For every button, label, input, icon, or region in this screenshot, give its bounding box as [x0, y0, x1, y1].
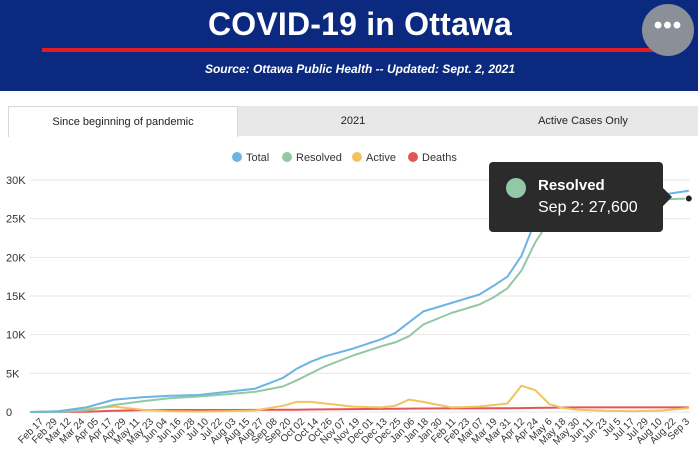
header-banner: COVID-19 in Ottawa Source: Ottawa Public… — [0, 0, 698, 91]
y-tick-label: 15K — [6, 291, 26, 303]
y-tick-label: 5K — [6, 368, 20, 380]
tab-active-cases-only[interactable]: Active Cases Only — [538, 115, 628, 127]
legend-label-resolved[interactable]: Resolved — [296, 152, 342, 164]
y-tick-label: 30K — [6, 175, 26, 187]
legend-marker-total — [232, 152, 242, 162]
covid-line-chart: Total Resolved Active Deaths 0 5K 10K 15K 20K 25… — [6, 152, 693, 447]
tooltip-series-name: Resolved — [538, 177, 605, 194]
y-tick-label: 20K — [6, 252, 26, 264]
hover-point-resolved[interactable] — [684, 194, 693, 203]
ellipsis-icon: ••• — [653, 12, 683, 39]
legend-label-deaths[interactable]: Deaths — [422, 152, 457, 164]
source-subtitle: Source: Ottawa Public Health -- Updated:… — [204, 62, 516, 76]
legend-marker-deaths — [408, 152, 418, 162]
tooltip-series-dot — [506, 178, 526, 198]
chart-legend: Total Resolved Active Deaths — [232, 152, 457, 164]
tab-2021[interactable]: 2021 — [340, 115, 366, 127]
y-tick-label: 0 — [6, 407, 12, 419]
tooltip-value: Sep 2: 27,600 — [538, 199, 638, 216]
y-tick-label: 25K — [6, 214, 26, 226]
resolved-tooltip: Resolved Sep 2: 27,600 — [489, 162, 672, 232]
more-options-button[interactable]: ••• — [642, 4, 694, 56]
page-title: COVID-19 in Ottawa — [207, 6, 513, 42]
tooltip-pointer — [663, 188, 672, 206]
y-axis-ticks: 0 5K 10K 15K 20K 25K 30K — [6, 175, 26, 419]
title-underline — [42, 48, 674, 52]
tab-since-beginning[interactable]: Since beginning of pandemic — [8, 106, 238, 137]
legend-marker-resolved — [282, 152, 292, 162]
legend-marker-active — [352, 152, 362, 162]
y-tick-label: 10K — [6, 330, 26, 342]
series-line-active[interactable] — [29, 384, 689, 413]
chart-tabs: Since beginning of pandemic 2021 Active … — [8, 106, 698, 137]
legend-label-total[interactable]: Total — [246, 152, 269, 164]
legend-label-active[interactable]: Active — [366, 152, 396, 164]
